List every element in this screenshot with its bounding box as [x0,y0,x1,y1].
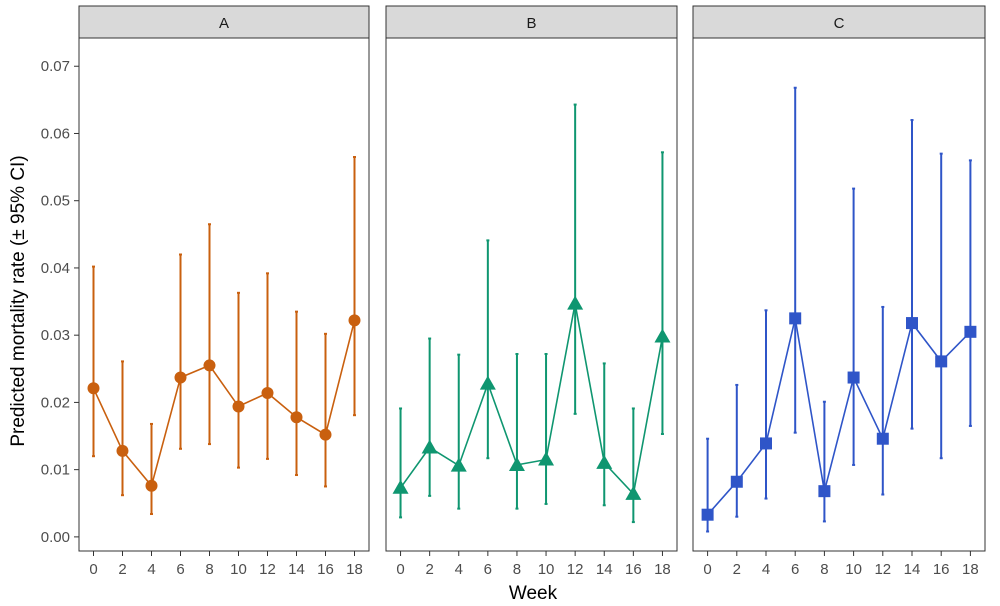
y-tick-label: 0.04 [41,260,70,277]
data-point [508,456,525,471]
y-tick-label: 0.07 [41,58,70,75]
data-point [479,375,496,390]
facet-strip [692,5,986,39]
data-point [203,359,216,372]
x-tick-label: 8 [820,561,828,578]
data-point [232,400,245,413]
data-point [964,325,977,338]
data-point [701,508,714,521]
x-tick-label: 0 [703,561,711,578]
facet-strip [78,5,370,39]
x-tick-label: 16 [317,561,334,578]
data-point [596,454,613,469]
x-tick-label: 16 [625,561,642,578]
x-tick-label: 12 [259,561,276,578]
x-tick-label: 8 [513,561,521,578]
data-point [654,328,671,343]
y-tick-label: 0.02 [41,394,70,411]
x-tick-label: 12 [567,561,584,578]
data-point [145,479,158,492]
x-tick-label: 14 [596,561,613,578]
x-tick-label: 10 [230,561,247,578]
data-point [789,312,802,325]
x-tick-label: 6 [791,561,799,578]
data-point [116,444,129,457]
x-tick-label: 14 [904,561,921,578]
facet-strip-label: B [526,15,536,32]
x-tick-label: 0 [396,561,404,578]
data-point [348,314,361,327]
x-tick-label: 16 [933,561,950,578]
series-line-c [707,318,971,516]
x-tick-label: 6 [484,561,492,578]
data-point [760,437,772,450]
data-point [906,317,918,330]
x-tick-label: 2 [118,561,126,578]
facet-strip-label: A [219,15,229,32]
facet-strip [385,5,678,39]
data-point [421,439,438,454]
x-tick-label: 10 [538,561,555,578]
data-point [567,295,584,310]
facet-panel-b: B 0 2 4 6 8 10 12 14 16 18 [385,5,678,578]
data-point [625,485,642,500]
data-point [538,451,555,466]
panel-border [385,37,678,552]
panel-border [692,37,986,552]
x-tick-label: 0 [89,561,97,578]
panel-border [78,37,370,552]
y-tick-label: 0.06 [41,125,70,142]
x-tick-label: 4 [147,561,155,578]
x-tick-label: 10 [845,561,862,578]
y-tick-label: 0.01 [41,462,70,479]
data-point [847,371,860,384]
x-tick-label: 18 [654,561,671,578]
x-tick-label: 18 [346,561,363,578]
facet-strip-label: C [834,15,845,32]
data-point [935,355,948,368]
y-tick-label: 0.05 [41,193,70,210]
facet-panel-c: C 0 2 4 6 8 10 12 14 16 18 [692,5,986,578]
series-line-a [92,320,356,488]
x-tick-label: 2 [733,561,741,578]
x-tick-label: 8 [205,561,213,578]
x-axis-title: Week [509,583,558,604]
data-point [87,382,100,395]
x-tick-label: 14 [288,561,305,578]
data-point [261,386,274,399]
data-point [818,485,831,498]
x-tick-label: 4 [455,561,463,578]
data-point [174,371,187,384]
data-point [290,411,303,424]
data-point [450,457,467,472]
series-line-b [399,303,664,496]
x-tick-label: 18 [962,561,979,578]
data-point [319,428,332,441]
data-point [730,475,743,488]
x-tick-label: 2 [425,561,433,578]
x-tick-label: 12 [874,561,891,578]
facet-panel-a: A 0 2 4 6 8 10 12 14 16 18 [78,5,370,578]
y-tick-label: 0.03 [41,327,70,344]
y-axis-title: Predicted mortality rate (± 95% CI) [8,155,29,446]
x-tick-label: 6 [176,561,184,578]
x-tick-label: 4 [762,561,770,578]
data-point [876,432,889,445]
data-point [392,479,409,494]
y-tick-label: 0.00 [41,529,70,546]
